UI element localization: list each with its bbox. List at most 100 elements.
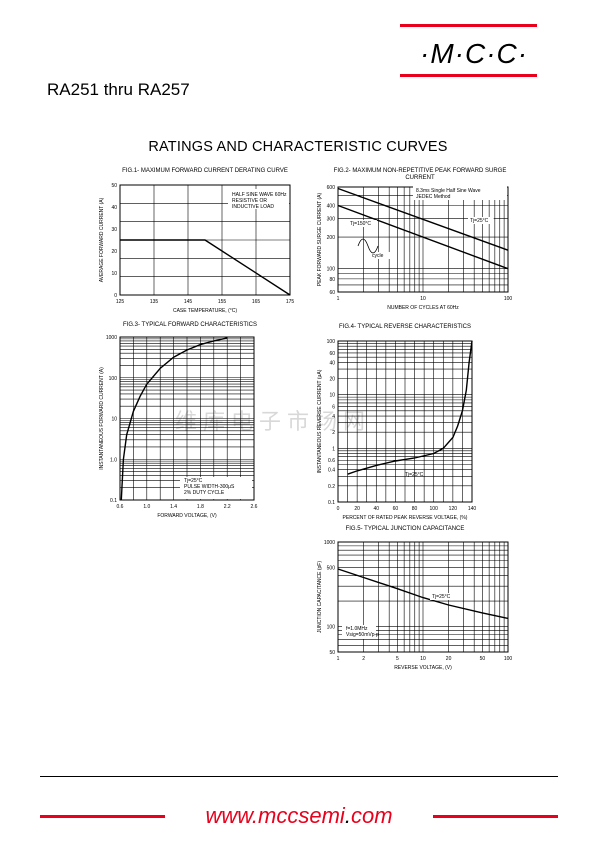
fig1-annotation-bg bbox=[228, 189, 289, 209]
fig1-annotation-line: INDUCTIVE LOAD bbox=[232, 204, 274, 210]
fig4-annotation-line: Tj=25°C bbox=[405, 472, 424, 478]
fig5-caption: FIG.5- TYPICAL JUNCTION CAPACITANCE bbox=[345, 526, 465, 532]
fig4-caption: FIG.4- TYPICAL REVERSE CHARACTERISTICS bbox=[338, 324, 472, 330]
fig1-xtick-label: 135 bbox=[150, 299, 159, 305]
fig5-chart: 1 2 5 10 20 50 100 50 100 500 1000 REVERSE VOLTAGE,… bbox=[317, 540, 513, 671]
fig5-xtick-label: 5 bbox=[396, 656, 399, 662]
url-tld: com bbox=[350, 803, 393, 828]
fig2-xtick-label: 100 bbox=[504, 296, 513, 302]
fig3-ytick-label: 10 bbox=[111, 417, 117, 423]
fig3-xtick-label: 1.0 bbox=[143, 504, 150, 510]
fig1-xtick-label: 175 bbox=[286, 299, 295, 305]
fig2-ytick-label: 100 bbox=[327, 267, 336, 273]
fig1-ytick-label: 0 bbox=[114, 293, 117, 299]
fig4-chart: 0 20 40 60 80 100 120 140 0.1 0.2 0.4 0.6 1 2 4 6 10 20 40… bbox=[317, 339, 476, 521]
fig1-xlabel: CASE TEMPERATURE, (°C) bbox=[173, 308, 237, 314]
fig2-annotation-bg bbox=[413, 186, 507, 200]
fig3-caption: FIG.3- TYPICAL FORWARD CHARACTERISTICS bbox=[122, 322, 257, 328]
fig2-ytick-label: 60 bbox=[329, 290, 335, 296]
fig3-ytick-label: 1.0 bbox=[110, 457, 117, 463]
fig3-chart: 0.6 1.0 1.4 1.8 2.2 2.6 0.1 1.0 10 100 1000 FORWARD… bbox=[99, 335, 258, 519]
fig4-ytick-label: 4 bbox=[332, 414, 335, 420]
fig3-ytick-label: 0.1 bbox=[110, 498, 117, 504]
mcc-logo: ·M·C·C· bbox=[420, 38, 529, 69]
fig4-ytick-label: 6 bbox=[332, 405, 335, 411]
fig2-label-bg bbox=[468, 217, 494, 224]
fig1-xtick-label: 145 bbox=[184, 299, 193, 305]
fig5-ytick-label: 100 bbox=[327, 625, 336, 631]
fig4-xtick-label: 40 bbox=[374, 506, 380, 512]
url-dot: . bbox=[344, 803, 351, 828]
fig2-ytick-label: 80 bbox=[329, 277, 335, 283]
fig3-xtick-label: 1.8 bbox=[197, 504, 204, 510]
fig3-xtick-label: 0.6 bbox=[117, 504, 124, 510]
fig5-ytick-label: 50 bbox=[329, 650, 335, 656]
fig4-ytick-label: 100 bbox=[327, 339, 336, 345]
header-bottom-rule bbox=[400, 74, 537, 77]
fig2-annotation-line: JEDEC Method bbox=[416, 194, 451, 200]
fig1-annotation-line: RESISTIVE OR bbox=[232, 198, 267, 204]
fig2-series-0 bbox=[337, 187, 509, 251]
fig4-ytick-label: 0.4 bbox=[328, 468, 335, 474]
website-url[interactable]: www.mccsemi.com bbox=[170, 803, 428, 829]
fig4-xtick-label: 120 bbox=[449, 506, 458, 512]
fig2-series-label: Tj=25°C bbox=[470, 218, 489, 224]
fig4-xtick-label: 60 bbox=[393, 506, 399, 512]
fig2-ytick-label: 600 bbox=[327, 185, 336, 191]
part-range-title: RA251 thru RA257 bbox=[47, 80, 190, 99]
fig2-ytick-label: 400 bbox=[327, 203, 336, 209]
fig2-ytick-label: 200 bbox=[327, 235, 336, 241]
fig2-series-1 bbox=[337, 204, 509, 270]
fig4-frame bbox=[337, 340, 473, 503]
footer-right-rule bbox=[433, 815, 558, 818]
fig3-xtick-label: 2.6 bbox=[251, 504, 258, 510]
fig5-label-bg bbox=[430, 593, 456, 600]
fig4-ytick-label: 40 bbox=[329, 360, 335, 366]
fig5-annotation-line: Vsig=50mVp-p bbox=[346, 632, 379, 638]
fig5-xlabel: REVERSE VOLTAGE, (V) bbox=[394, 665, 452, 671]
footer-left-rule bbox=[40, 815, 165, 818]
fig2-xlabel: NUMBER OF CYCLES AT 60Hz bbox=[387, 305, 459, 311]
fig5-xtick-label: 10 bbox=[420, 656, 426, 662]
fig2-xtick-label: 1 bbox=[337, 296, 340, 302]
fig1-series-0 bbox=[120, 239, 291, 296]
fig2-series-label: cycle bbox=[372, 253, 384, 259]
fig4-ylabel: INSTANTANEOUS REVERSE CURRENT (μA) bbox=[317, 369, 323, 473]
fig1-chart: 125 135 145 155 165 175 0 10 20 30 40 50 CASE TEMPER… bbox=[99, 183, 295, 314]
fig1-ytick-label: 10 bbox=[111, 271, 117, 277]
fig2-chart: 1 10 100 60 80 100 200 300 400 600 NUMBER OF CYCLE… bbox=[317, 185, 513, 311]
fig4-xtick-label: 0 bbox=[337, 506, 340, 512]
fig5-xtick-label: 100 bbox=[504, 656, 513, 662]
header-top-rule bbox=[400, 24, 537, 27]
fig4-xtick-label: 20 bbox=[354, 506, 360, 512]
fig4-ytick-label: 60 bbox=[329, 351, 335, 357]
fig3-annotation-line: PULSE WIDTH-300μS bbox=[184, 484, 235, 490]
fig3-series-0 bbox=[120, 337, 228, 501]
fig3-xlabel: FORWARD VOLTAGE, (V) bbox=[157, 513, 217, 519]
fig4-ytick-label: 0.6 bbox=[328, 458, 335, 464]
fig3-ylabel: INSTANTANEOUS FORWARD CURRENT (A) bbox=[99, 367, 105, 470]
fig2-label-bg bbox=[348, 220, 377, 227]
fig1-ytick-label: 20 bbox=[111, 249, 117, 255]
fig4-ytick-label: 2 bbox=[332, 430, 335, 436]
section-title: RATINGS AND CHARACTERISTIC CURVES bbox=[148, 139, 448, 155]
fig4-ytick-label: 1 bbox=[332, 446, 335, 452]
fig5-annotation-line: f=1.0MHz bbox=[346, 626, 368, 632]
fig1-annotation-line: HALF SINE WAVE 60Hz bbox=[232, 192, 287, 198]
fig1-caption: FIG.1- MAXIMUM FORWARD CURRENT DERATING … bbox=[122, 168, 288, 174]
fig2-xtick-label: 10 bbox=[420, 296, 426, 302]
fig4-ytick-label: 0.2 bbox=[328, 484, 335, 490]
fig2-ytick-label: 300 bbox=[327, 217, 336, 223]
footer-divider bbox=[40, 776, 558, 777]
fig5-xtick-label: 1 bbox=[337, 656, 340, 662]
fig3-annotation-line: Tj=25°C bbox=[184, 478, 203, 484]
fig4-ytick-label: 10 bbox=[329, 393, 335, 399]
fig1-xtick-label: 165 bbox=[252, 299, 261, 305]
fig5-ylabel: JUNCTION CAPACITANCE (pF) bbox=[317, 561, 323, 633]
fig3-xtick-label: 2.2 bbox=[224, 504, 231, 510]
fig3-annotation-line: 2% DUTY CYCLE bbox=[184, 490, 225, 496]
fig1-xtick-label: 125 bbox=[116, 299, 125, 305]
fig2-caption: FIG.2- MAXIMUM NON-REPETITIVE PEAK FORWA… bbox=[333, 168, 507, 181]
fig4-series-0 bbox=[347, 340, 473, 475]
url-domain: mccsemi bbox=[258, 803, 345, 828]
